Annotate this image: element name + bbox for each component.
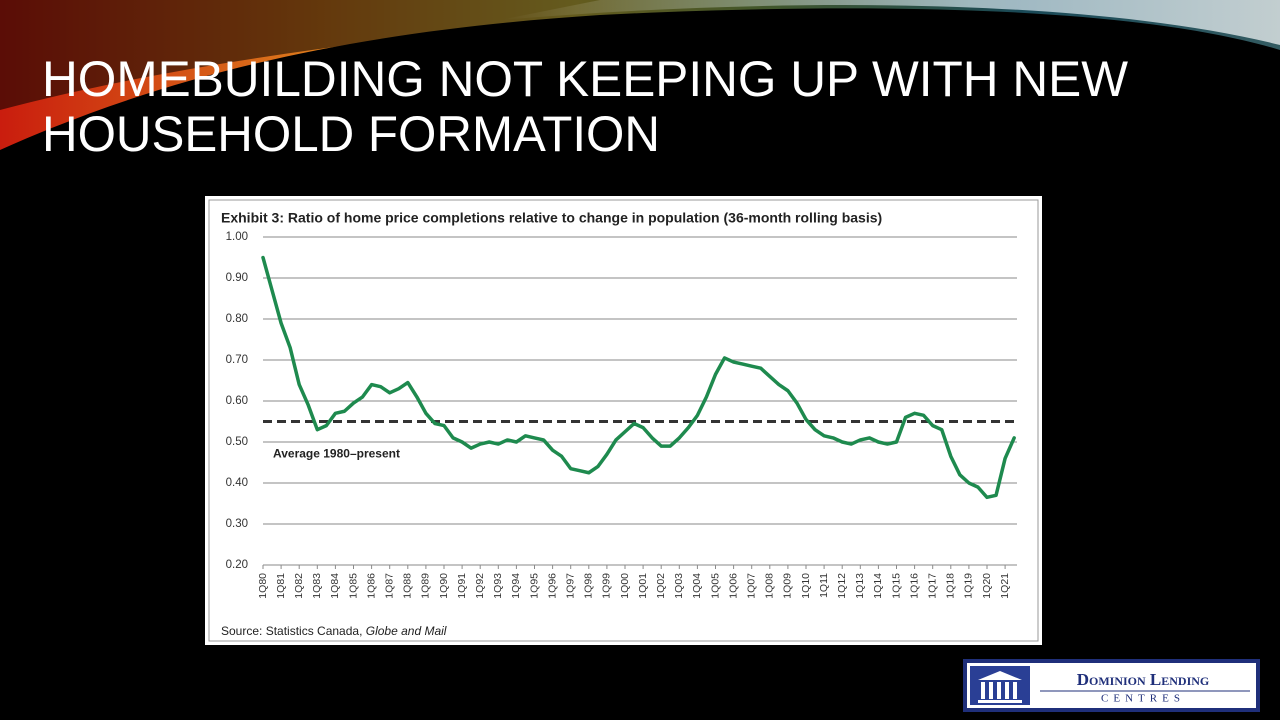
x-tick-label: 1Q89 [420,573,432,599]
x-tick-label: 1Q91 [456,573,468,599]
x-tick-label: 1Q04 [691,573,703,599]
x-tick-label: 1Q02 [655,573,667,599]
swoosh-highlight [500,0,1280,45]
x-tick-label: 1Q80 [257,573,269,599]
y-tick-label: 0.80 [226,313,248,325]
x-tick-label: 1Q98 [583,573,595,599]
x-tick-label: 1Q14 [872,573,884,599]
x-tick-label: 1Q99 [601,573,613,599]
x-tick-label: 1Q82 [293,573,305,599]
average-label: Average 1980–present [273,447,400,461]
x-tick-label: 1Q88 [402,573,414,599]
logo: Dominion Lending CENTRES [963,659,1260,712]
chart-source: Source: Statistics Canada, Globe and Mai… [221,624,447,638]
x-tick-label: 1Q20 [981,573,993,599]
slide-title: HOUSEHOLD FORMATION [42,106,660,162]
y-tick-label: 0.50 [226,436,248,448]
x-tick-label: 1Q03 [673,573,685,599]
logo-subname: CENTRES [1101,693,1185,705]
x-tick-label: 1Q09 [782,573,794,599]
source-text: Source: Statistics Canada, [221,624,366,638]
x-tick-label: 1Q83 [311,573,323,599]
x-tick-label: 1Q90 [438,573,450,599]
x-tick-label: 1Q18 [945,573,957,599]
x-tick-label: 1Q00 [619,573,631,599]
y-tick-label: 0.70 [226,354,248,366]
y-tick-label: 0.60 [226,395,248,407]
x-tick-label: 1Q05 [709,573,721,599]
x-tick-label: 1Q13 [854,573,866,599]
slide-title: HOMEBUILDING NOT KEEPING UP WITH NEW [42,51,1129,107]
y-tick-label: 1.00 [226,231,248,243]
y-tick-label: 0.40 [226,477,248,489]
x-tick-label: 1Q97 [564,573,576,599]
x-tick-label: 1Q84 [329,573,341,599]
chart-frame [208,199,1039,642]
x-tick-label: 1Q21 [999,573,1011,599]
x-tick-label: 1Q15 [890,573,902,599]
x-tick-label: 1Q85 [347,573,359,599]
x-tick-label: 1Q10 [800,573,812,599]
x-tick-label: 1Q87 [383,573,395,599]
x-tick-label: 1Q19 [963,573,975,599]
x-tick-label: 1Q93 [492,573,504,599]
logo-icon [978,671,1022,703]
x-tick-label: 1Q17 [926,573,938,599]
logo-name: Dominion Lending [1077,670,1210,689]
x-tick-label: 1Q86 [365,573,377,599]
x-tick-label: 1Q08 [764,573,776,599]
x-tick-label: 1Q12 [836,573,848,599]
source-publication: Globe and Mail [366,624,447,638]
x-tick-label: 1Q07 [745,573,757,599]
x-tick-label: 1Q01 [637,573,649,599]
chart: Exhibit 3: Ratio of home price completio… [205,196,1042,645]
chart-background [205,196,1042,645]
y-tick-label: 0.30 [226,518,248,530]
swoosh-shadow [0,0,1280,110]
x-tick-label: 1Q95 [528,573,540,599]
y-tick-label: 0.20 [226,559,248,571]
y-tick-label: 0.90 [226,272,248,284]
x-tick-label: 1Q96 [546,573,558,599]
x-tick-label: 1Q94 [510,573,522,599]
x-tick-label: 1Q81 [275,573,287,599]
x-tick-label: 1Q16 [908,573,920,599]
x-tick-label: 1Q92 [474,573,486,599]
chart-title: Exhibit 3: Ratio of home price completio… [221,210,882,226]
logo-columns [981,682,1017,699]
x-tick-label: 1Q11 [818,573,830,598]
line-series [261,255,1016,500]
x-tick-label: 1Q06 [727,573,739,599]
